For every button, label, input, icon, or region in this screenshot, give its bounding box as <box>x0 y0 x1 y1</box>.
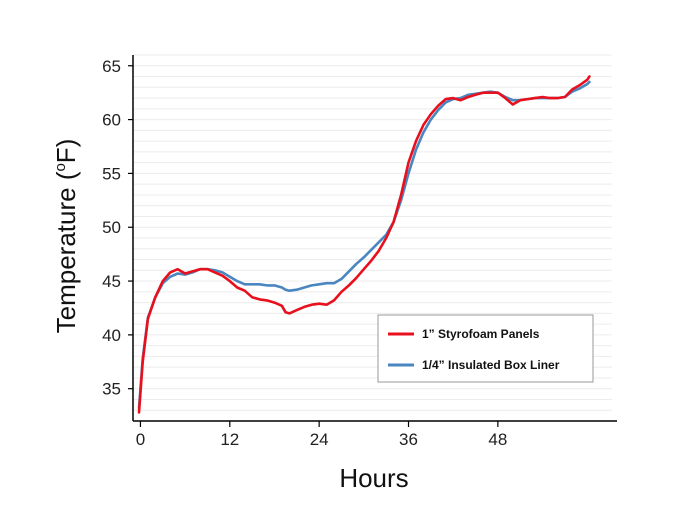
y-tick-label: 40 <box>102 326 121 345</box>
x-tick-label: 0 <box>136 430 145 449</box>
y-tick-label: 60 <box>102 111 121 130</box>
y-axis-title-main: Temperature ( <box>51 171 81 333</box>
y-axis-title-unit: F) <box>51 139 81 164</box>
series-line-0 <box>137 75 591 414</box>
gridlines <box>133 54 612 411</box>
axis-ticks: 35 40 45 50 55 60 65 0 12 24 36 48 <box>102 57 507 449</box>
legend-label-1: 1/4” Insulated Box Liner <box>422 358 560 372</box>
y-tick-label: 65 <box>102 57 121 76</box>
y-tick-label: 35 <box>102 380 121 399</box>
series-layer <box>137 75 591 414</box>
y-tick-label: 45 <box>102 272 121 291</box>
x-axis-title: Hours <box>339 463 408 493</box>
x-tick-label: 48 <box>488 430 507 449</box>
x-tick-label: 12 <box>220 430 239 449</box>
legend-box <box>377 314 594 383</box>
y-tick-label: 50 <box>102 218 121 237</box>
y-axis-title: Temperature (oF) <box>51 139 81 334</box>
y-axis-title-superscript: o <box>52 163 69 171</box>
legend: 1” Styrofoam Panels 1/4” Insulated Box L… <box>377 314 594 383</box>
x-tick-label: 24 <box>310 430 329 449</box>
legend-label-0: 1” Styrofoam Panels <box>422 327 540 341</box>
x-tick-label: 36 <box>399 430 418 449</box>
y-tick-label: 55 <box>102 164 121 183</box>
